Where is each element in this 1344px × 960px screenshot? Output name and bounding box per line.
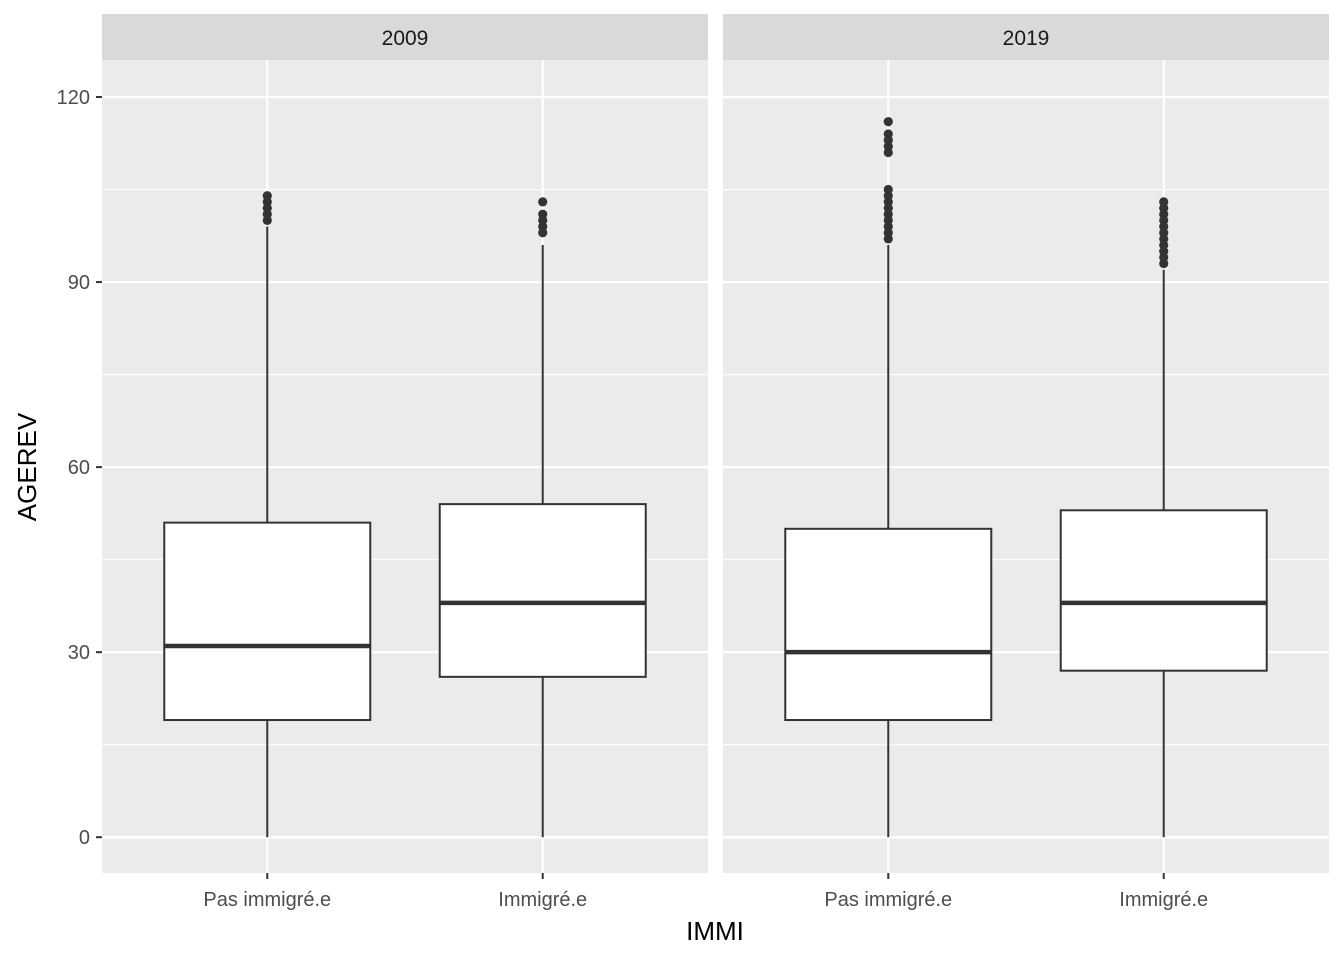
facet-strip-label: 2019 (1003, 27, 1050, 50)
facet-panel-2009: 2009 (102, 14, 708, 873)
outlier-point (1159, 197, 1169, 207)
y-tick-label: 0 (79, 827, 90, 849)
box-2009-1 (163, 191, 372, 838)
outlier-point (262, 191, 272, 201)
x-tick-label: Immigré.e (1119, 889, 1208, 911)
x-axis-title: IMMI (686, 916, 744, 946)
box-iqr (163, 521, 372, 722)
y-tick-label: 60 (68, 457, 90, 479)
y-tick-label: 30 (68, 642, 90, 664)
facet-panel-2019: 2019 (723, 14, 1329, 873)
y-axis: 0 30 60 90 120 (57, 87, 102, 849)
box-iqr (438, 503, 647, 678)
x-tick-label: Pas immigré.e (824, 889, 952, 911)
facet-strip (723, 14, 1329, 60)
y-axis-title: AGEREV (12, 412, 42, 521)
outlier-point (883, 129, 893, 139)
x-axis: Pas immigré.e Immigré.e Pas immigré.e Immig… (203, 873, 1208, 911)
box-2019-2 (1059, 197, 1268, 838)
box-2019-1 (784, 117, 993, 838)
box-2009-2 (438, 197, 647, 838)
outlier-point (538, 197, 548, 207)
outlier-point (883, 117, 893, 127)
box-iqr (1059, 509, 1268, 672)
facet-strip (102, 14, 708, 60)
box-iqr (784, 527, 993, 722)
facet-strip-label: 2009 (382, 27, 429, 50)
facet-panels: 2009 2019 (102, 14, 1329, 873)
outlier-point (538, 209, 548, 219)
outlier-point (883, 184, 893, 195)
y-tick-label: 120 (57, 87, 90, 109)
y-tick-label: 90 (68, 272, 90, 294)
x-tick-label: Pas immigré.e (203, 889, 331, 911)
x-tick-label: Immigré.e (498, 889, 587, 911)
